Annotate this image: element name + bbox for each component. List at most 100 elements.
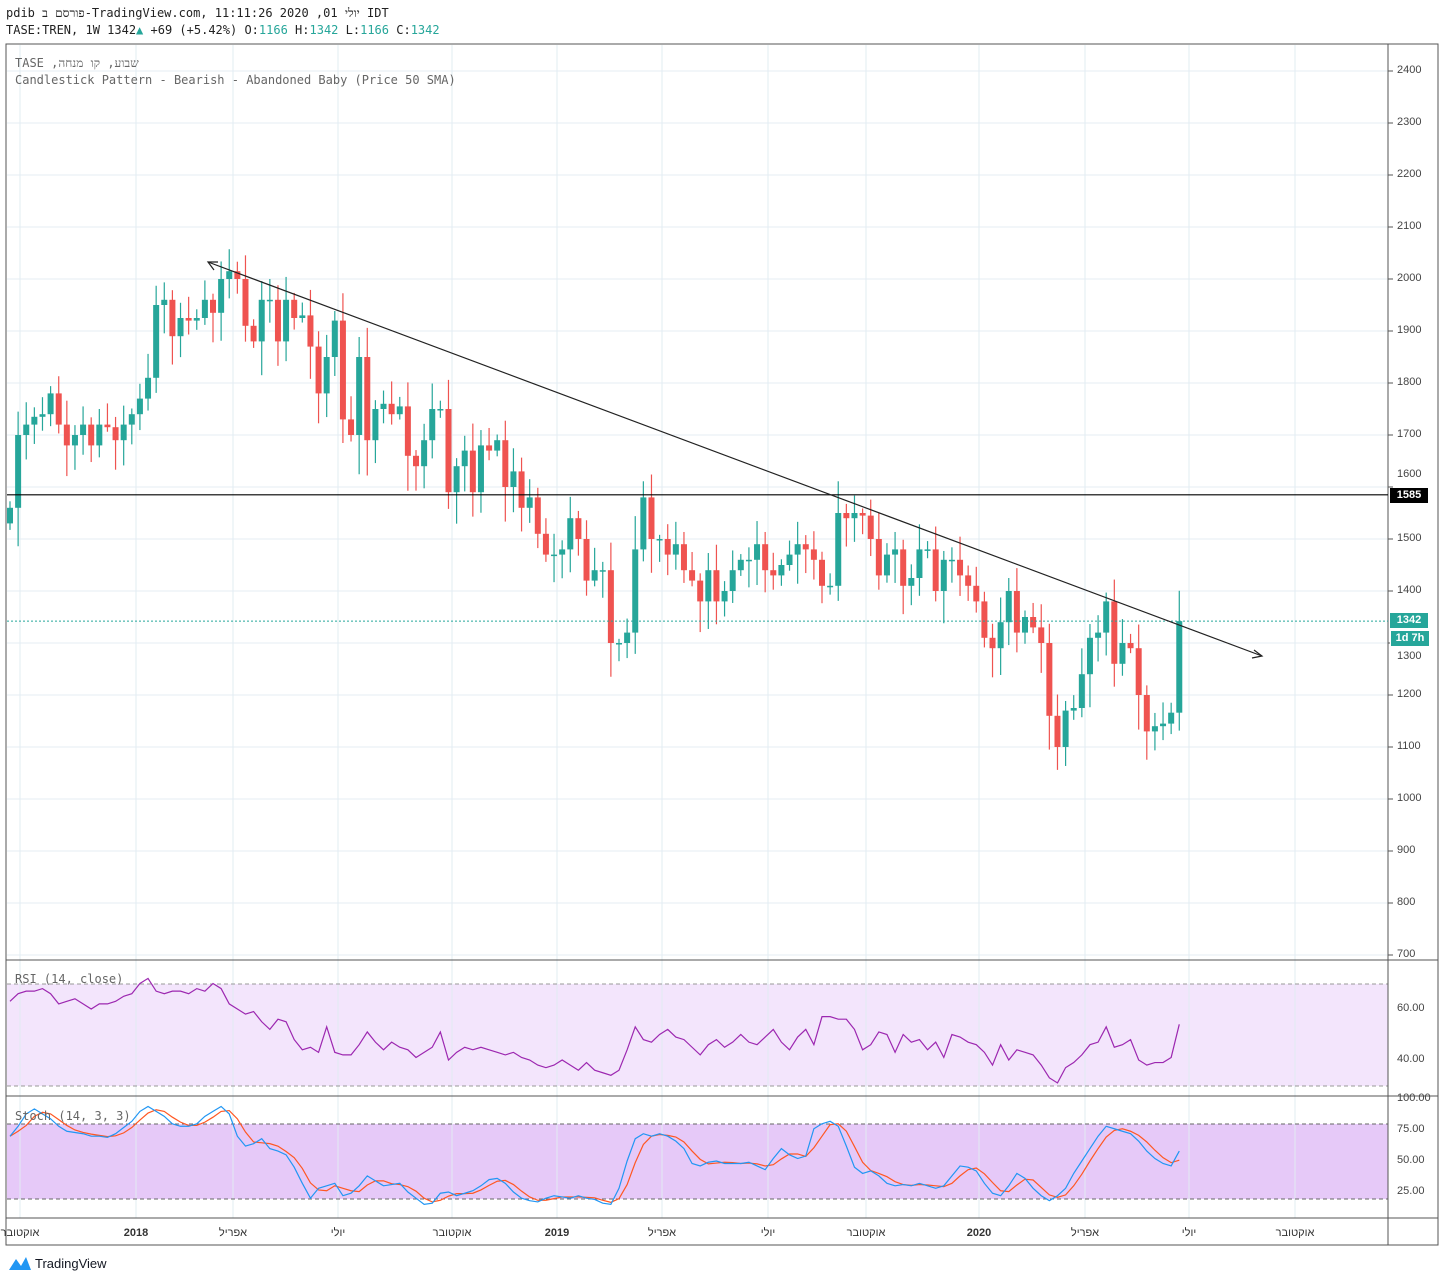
candle-bullish xyxy=(39,414,46,417)
price-axis-label: 1400 xyxy=(1397,584,1422,596)
candle-bearish xyxy=(664,539,671,555)
candle-bearish xyxy=(404,406,411,456)
candle-bearish xyxy=(1030,617,1037,628)
candle-bullish xyxy=(1022,617,1028,633)
candle-bearish xyxy=(957,559,964,576)
candle-bullish xyxy=(616,643,622,645)
candle-bullish xyxy=(754,544,761,560)
last-price-badge: 1342 xyxy=(1390,613,1428,628)
candle-bullish xyxy=(226,271,233,279)
candle-bearish xyxy=(810,549,817,560)
candle-bullish xyxy=(672,544,679,555)
candle-bullish xyxy=(437,409,444,411)
candle-bullish xyxy=(136,398,143,415)
close-value: 1342 xyxy=(410,23,440,37)
candle-bearish xyxy=(1135,648,1142,695)
candle-bullish xyxy=(599,570,606,572)
brand-name: TradingView xyxy=(35,1255,107,1271)
price-axis-label: 2400 xyxy=(1397,64,1422,76)
candle-bullish xyxy=(477,445,484,493)
candle-bullish xyxy=(656,539,663,541)
rsi-label[interactable]: RSI (14, close) xyxy=(15,972,124,986)
time-axis-label: יולי xyxy=(760,1227,776,1239)
candle-bearish xyxy=(802,544,809,550)
candle-bearish xyxy=(291,299,298,318)
candle-bearish xyxy=(1054,715,1061,747)
candle-bullish xyxy=(729,570,736,591)
candle-bullish xyxy=(1168,712,1175,724)
price-axis-label: 1000 xyxy=(1397,792,1422,804)
candle-bullish xyxy=(494,440,501,451)
tradingview-logo[interactable]: TradingView xyxy=(8,1255,107,1271)
candle-bearish xyxy=(534,497,541,534)
candle-bearish xyxy=(55,393,62,425)
candle-bullish xyxy=(778,565,785,576)
publish-info: pdib פורסם ב-TradingView.com, יולי 01, 2… xyxy=(6,6,389,20)
candle-bullish xyxy=(80,424,87,435)
candle-bearish xyxy=(315,346,322,394)
time-axis-label: אוקטובר xyxy=(0,1227,40,1239)
price-axis-label: 1200 xyxy=(1397,688,1422,700)
candle-bullish xyxy=(372,409,379,441)
candle-bullish xyxy=(31,416,38,425)
candle-bearish xyxy=(518,471,525,508)
candle-bearish xyxy=(63,424,70,446)
candle-bullish xyxy=(624,632,631,643)
price-axis-label: 2000 xyxy=(1397,272,1422,284)
candle-bearish xyxy=(1046,643,1053,716)
candle-bullish xyxy=(745,559,752,562)
candle-bullish xyxy=(721,591,728,602)
legend-indicator[interactable]: Candlestick Pattern - Bearish - Abandone… xyxy=(15,73,456,87)
candle-bearish xyxy=(388,403,395,415)
candle-bullish xyxy=(510,471,517,487)
candle-bullish xyxy=(1103,601,1110,633)
high-label: H: xyxy=(295,23,310,37)
candle-bullish xyxy=(120,424,127,441)
candle-bearish xyxy=(965,575,972,586)
stoch-label[interactable]: Stoch (14, 3, 3) xyxy=(15,1109,131,1123)
time-axis-label: 2018 xyxy=(123,1227,149,1239)
candle-bullish xyxy=(283,299,290,342)
candle-bearish xyxy=(973,585,980,602)
candle-bullish xyxy=(299,315,306,318)
candle-bearish xyxy=(583,539,590,581)
stoch-axis-label: 100.00 xyxy=(1397,1092,1431,1104)
candle-bullish xyxy=(461,450,468,467)
candle-bullish xyxy=(559,549,566,555)
arrow-left-icon xyxy=(206,261,218,271)
stoch-axis-label: 50.00 xyxy=(1397,1154,1425,1166)
candle-bearish xyxy=(575,518,582,539)
candle-bullish xyxy=(201,299,208,318)
candle-bearish xyxy=(250,325,257,342)
candle-bullish xyxy=(15,435,22,508)
candle-bullish xyxy=(948,559,955,562)
candle-bullish xyxy=(396,406,403,415)
candle-bullish xyxy=(47,393,54,415)
candle-bullish xyxy=(827,585,834,588)
stoch-axis-label: 25.00 xyxy=(1397,1185,1425,1197)
candle-bullish xyxy=(23,424,30,435)
change-value: +69 (+5.42%) xyxy=(150,23,238,37)
candle-bearish xyxy=(1143,695,1150,732)
candle-bullish xyxy=(1070,708,1077,711)
candle-bullish xyxy=(7,507,13,524)
time-axis-label: אפריל xyxy=(647,1227,677,1239)
candle-bullish xyxy=(916,549,923,578)
price-axis-label: 2100 xyxy=(1397,220,1422,232)
trendline xyxy=(207,261,1263,657)
candle-bullish xyxy=(96,424,103,446)
candle-bearish xyxy=(242,279,249,326)
candle-bearish xyxy=(169,299,176,337)
time-axis-label: אפריל xyxy=(1070,1227,1100,1239)
candle-bearish xyxy=(104,424,111,428)
candle-bullish xyxy=(128,414,135,425)
candle-bearish xyxy=(859,513,866,516)
time-axis-label: אפריל xyxy=(218,1227,248,1239)
price-axis-label: 700 xyxy=(1397,948,1416,960)
candle-bullish xyxy=(1151,726,1158,732)
candle-bullish xyxy=(1062,710,1069,747)
candle-bearish xyxy=(697,580,704,602)
rsi-axis-label: 40.00 xyxy=(1397,1053,1425,1065)
candle-bullish xyxy=(591,570,598,581)
